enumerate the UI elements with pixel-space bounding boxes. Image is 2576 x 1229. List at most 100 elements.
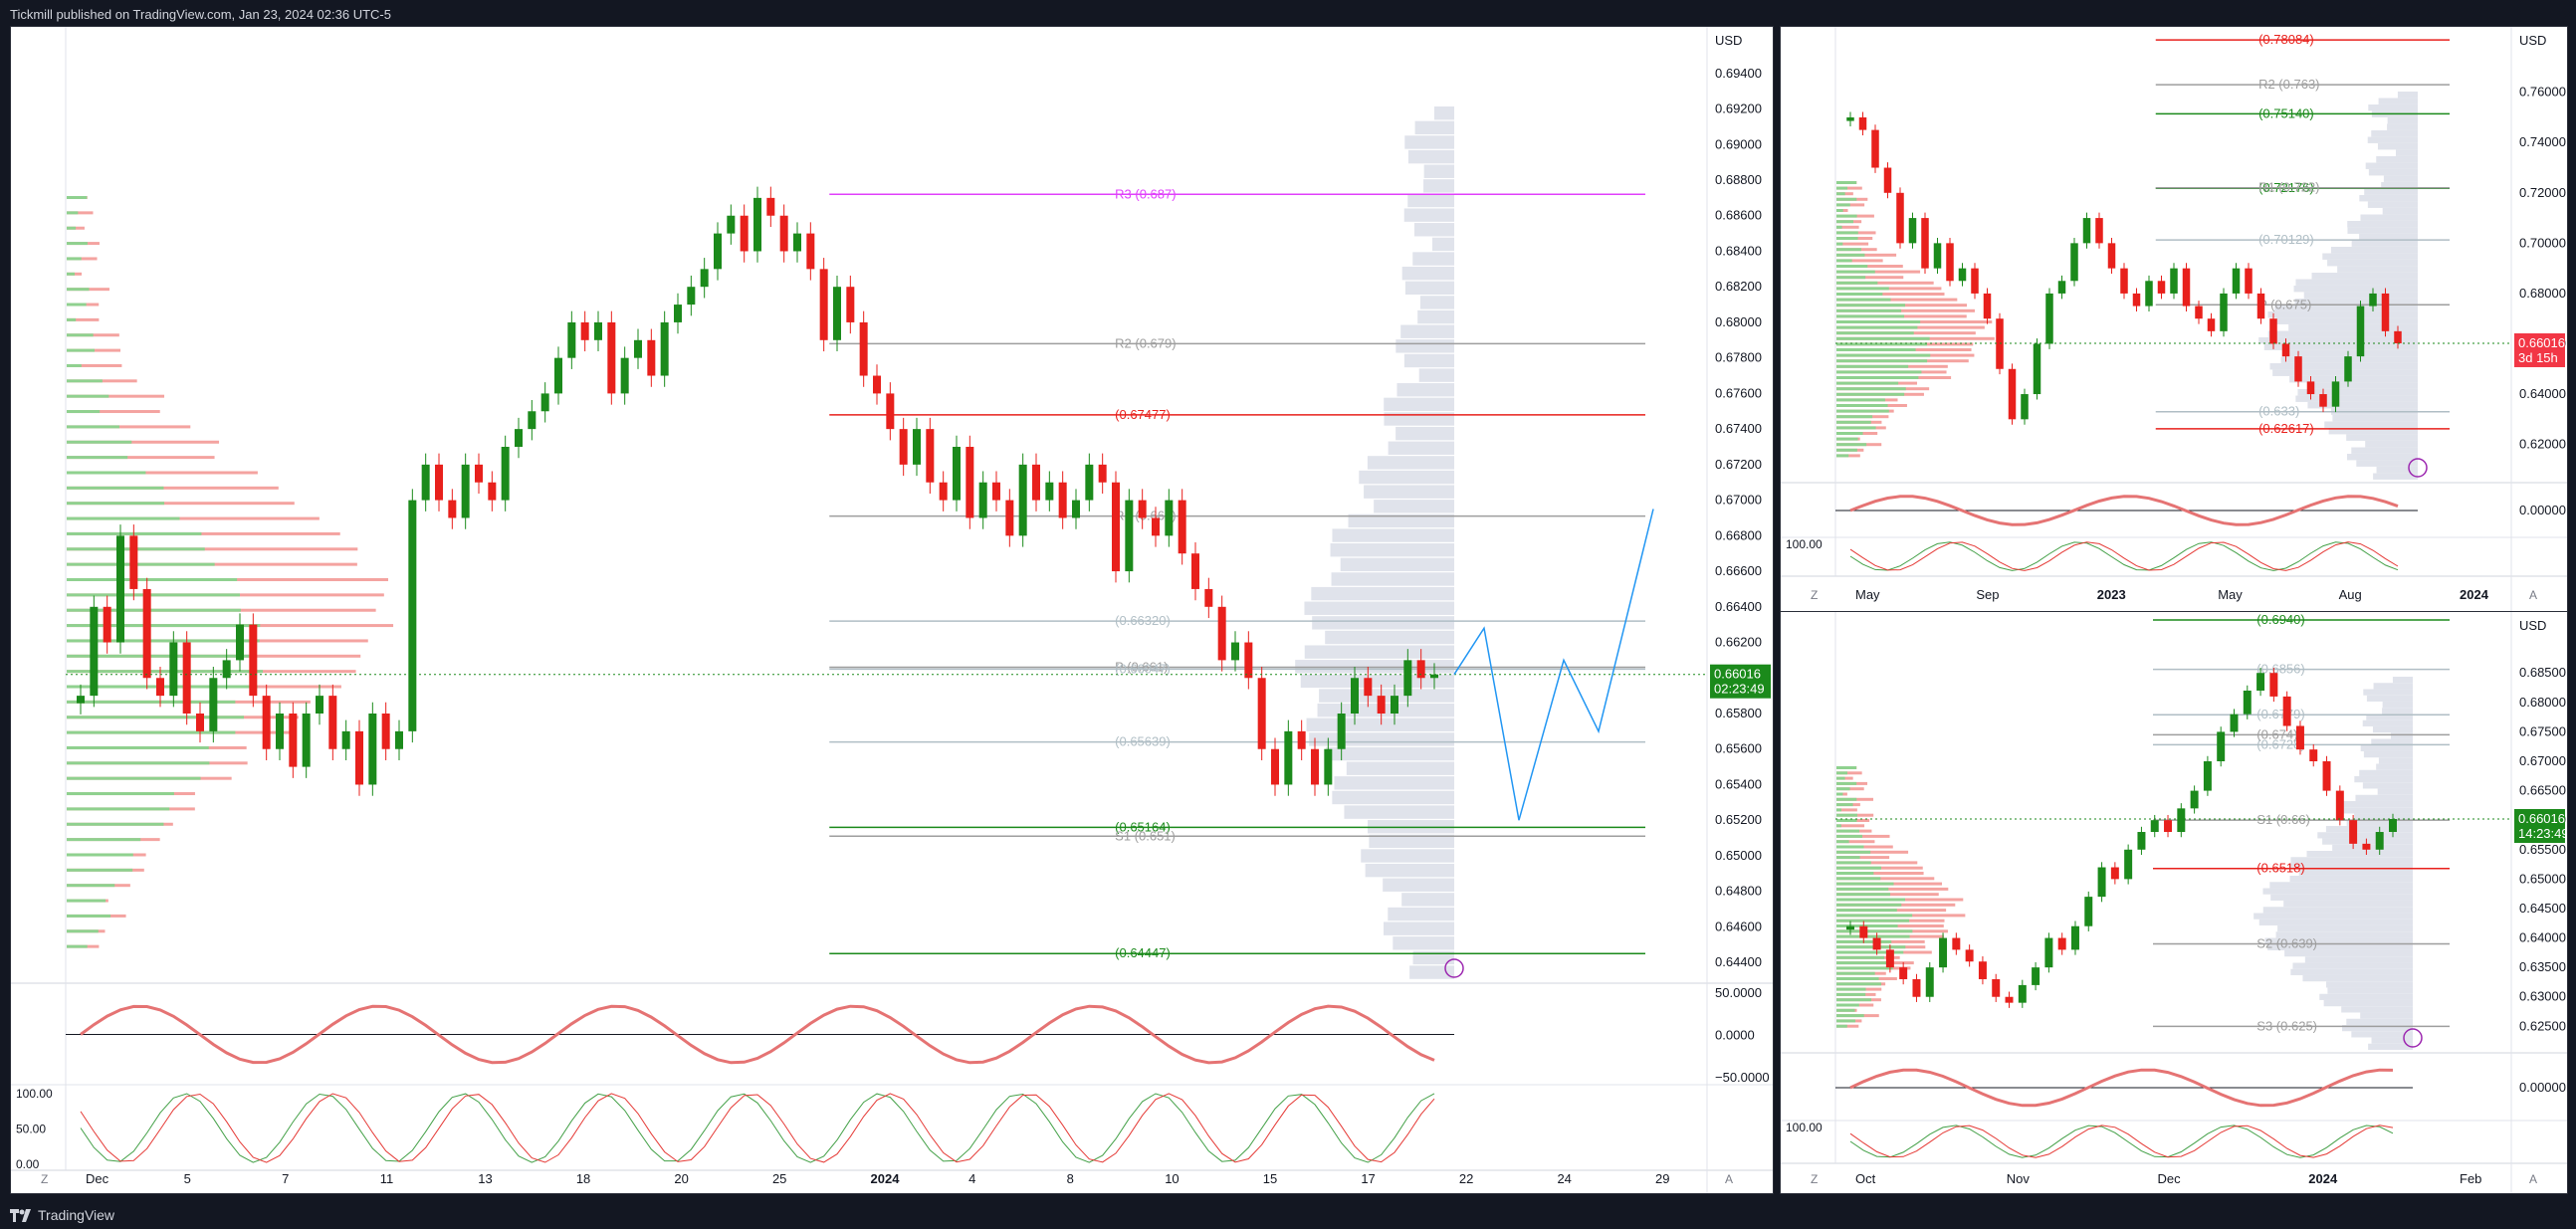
candle-body <box>2110 867 2119 880</box>
publish-header: Tickmill published on TradingView.com, J… <box>10 7 391 22</box>
left-profile-buy-bar <box>67 333 94 337</box>
volume-profile-bar <box>2295 279 2418 286</box>
level-label: R1 (0.722) <box>2258 180 2319 195</box>
candle-body <box>2124 849 2133 880</box>
level-label: (0.75140) <box>2258 105 2314 120</box>
left-profile-buy-bar <box>1836 787 1850 791</box>
left-profile-buy-bar <box>67 348 95 352</box>
osc2-axis-label: 50.00 <box>16 1123 46 1136</box>
top-right-chart-panel[interactable]: (0.78084) R2 (0.763) (0.75140) (0.72176) R1 … <box>1780 26 2568 615</box>
volume-profile-bar <box>2368 104 2418 111</box>
left-profile-buy-bar <box>1836 766 1857 769</box>
price-axis-label: 0.67500 <box>2519 723 2566 738</box>
left-profile-buy-bar <box>67 257 82 261</box>
price-axis-label: 0.62000 <box>2519 437 2566 452</box>
volume-profile-bar <box>1306 717 1454 731</box>
price-axis-label: 0.67000 <box>2519 753 2566 768</box>
projection-path[interactable] <box>1453 509 1654 821</box>
left-profile-buy-bar <box>1836 998 1871 1002</box>
candle-body <box>1072 500 1080 518</box>
candle-body <box>580 321 589 340</box>
left-profile-sell-bar <box>1836 293 1945 296</box>
volume-profile-bar <box>2307 402 2418 409</box>
volume-profile-bar <box>2360 214 2418 221</box>
left-profile-buy-bar <box>1836 877 1881 881</box>
volume-profile-bar <box>1332 528 1454 542</box>
main-chart-svg[interactable]: R3 (0.687)R2 (0.679)(0.67477)R1 (0.669)(… <box>11 27 1773 1193</box>
volume-profile-bar <box>2341 1006 2413 1013</box>
volume-profile-bar <box>2269 363 2418 370</box>
volume-profile-bar <box>1361 849 1454 863</box>
candle-body <box>740 215 749 252</box>
volume-profile-bar <box>2263 343 2418 350</box>
left-profile-sell-bar <box>67 410 160 414</box>
left-profile-buy-bar <box>1836 955 1885 959</box>
top-right-chart-svg[interactable]: (0.78084)R2 (0.763)(0.75140)(0.72176)R1 … <box>1781 27 2567 614</box>
level-label: R3 (0.687) <box>1115 186 1176 201</box>
volume-profile-bar <box>2288 324 2418 331</box>
volume-profile-bar <box>1423 179 1454 193</box>
candle-body <box>1112 482 1120 572</box>
candle-body <box>1992 978 2001 997</box>
candle-body <box>1952 937 1961 950</box>
candle-body <box>2032 967 2040 985</box>
volume-profile-bar <box>2359 234 2418 241</box>
left-profile-buy-bar <box>1836 225 1842 229</box>
bottom-right-chart-panel[interactable]: (0.6940) (0.6856) (0.6779) (0.674) (0.6728) S… <box>1780 611 2569 1194</box>
volume-profile-bar <box>2378 98 2418 104</box>
candle-body <box>567 321 576 358</box>
candle-body <box>2044 937 2053 968</box>
volume-profile-bar <box>2367 136 2418 143</box>
main-chart-panel[interactable]: R3 (0.687) R2 (0.679) (0.67477) R1 (0.669)(… <box>10 26 1774 1194</box>
volume-profile-bar <box>2311 273 2418 280</box>
volume-profile-bar <box>2354 813 2413 820</box>
left-profile-buy-bar <box>1836 887 1889 891</box>
left-profile-buy-bar <box>1836 336 1930 340</box>
left-profile-buy-bar <box>1836 409 1889 413</box>
candle-body <box>1978 961 1987 979</box>
left-profile-buy-bar <box>67 226 77 230</box>
candle-body <box>1191 553 1199 589</box>
candle-body <box>2220 293 2228 331</box>
candle-body <box>700 269 709 288</box>
candle-body <box>620 357 629 394</box>
left-profile-buy-bar <box>67 700 236 704</box>
price-axis-label: 0.67200 <box>1715 457 1762 472</box>
candle-body <box>1996 318 2004 369</box>
volume-profile-bar <box>1383 878 1454 892</box>
level-label: (0.633) <box>2258 404 2299 419</box>
left-profile-buy-bar <box>67 272 76 276</box>
volume-profile-bar <box>1400 324 1454 338</box>
volume-profile-bar <box>2290 968 2413 975</box>
volume-profile-bar <box>2295 395 2418 402</box>
price-axis-label: 0.62500 <box>2519 1018 2566 1033</box>
left-profile-buy-bar <box>1836 404 1888 407</box>
left-profile-buy-bar <box>1836 237 1858 240</box>
price-axis-label: 0.67000 <box>1715 493 1762 508</box>
candle-body <box>1971 268 1979 294</box>
volume-profile-bar <box>1409 965 1454 979</box>
volume-profile-bar <box>2378 757 2413 764</box>
volume-profile-bar <box>2395 149 2418 156</box>
left-profile-buy-bar <box>1836 276 1866 280</box>
price-axis-label: 0.64600 <box>1715 919 1762 933</box>
volume-profile-bar <box>2274 305 2418 311</box>
left-profile-buy-bar <box>1836 861 1871 865</box>
level-label: S1 (0.66) <box>2256 812 2309 827</box>
left-profile-sell-bar <box>67 471 258 475</box>
bottom-right-chart-svg[interactable]: (0.6940) (0.6856) (0.6779) (0.674)(0.6728) S… <box>1781 612 2569 1193</box>
candle-body <box>2008 368 2017 420</box>
countdown-value: 02:23:49 <box>1714 682 1765 697</box>
volume-profile-bar <box>2365 441 2418 448</box>
volume-profile-bar <box>1359 470 1454 485</box>
volume-profile-bar <box>1300 674 1454 689</box>
left-profile-sell-bar <box>1836 840 1875 844</box>
price-axis-label: 0.68600 <box>1715 208 1762 223</box>
left-profile-buy-bar <box>1836 398 1885 402</box>
candle-body <box>806 233 815 270</box>
volume-profile-bar <box>2383 175 2418 182</box>
volume-profile-bar <box>1413 223 1454 237</box>
left-profile-buy-bar <box>1836 197 1857 201</box>
candle-body <box>1351 678 1359 714</box>
volume-profile-bar <box>2297 389 2418 396</box>
